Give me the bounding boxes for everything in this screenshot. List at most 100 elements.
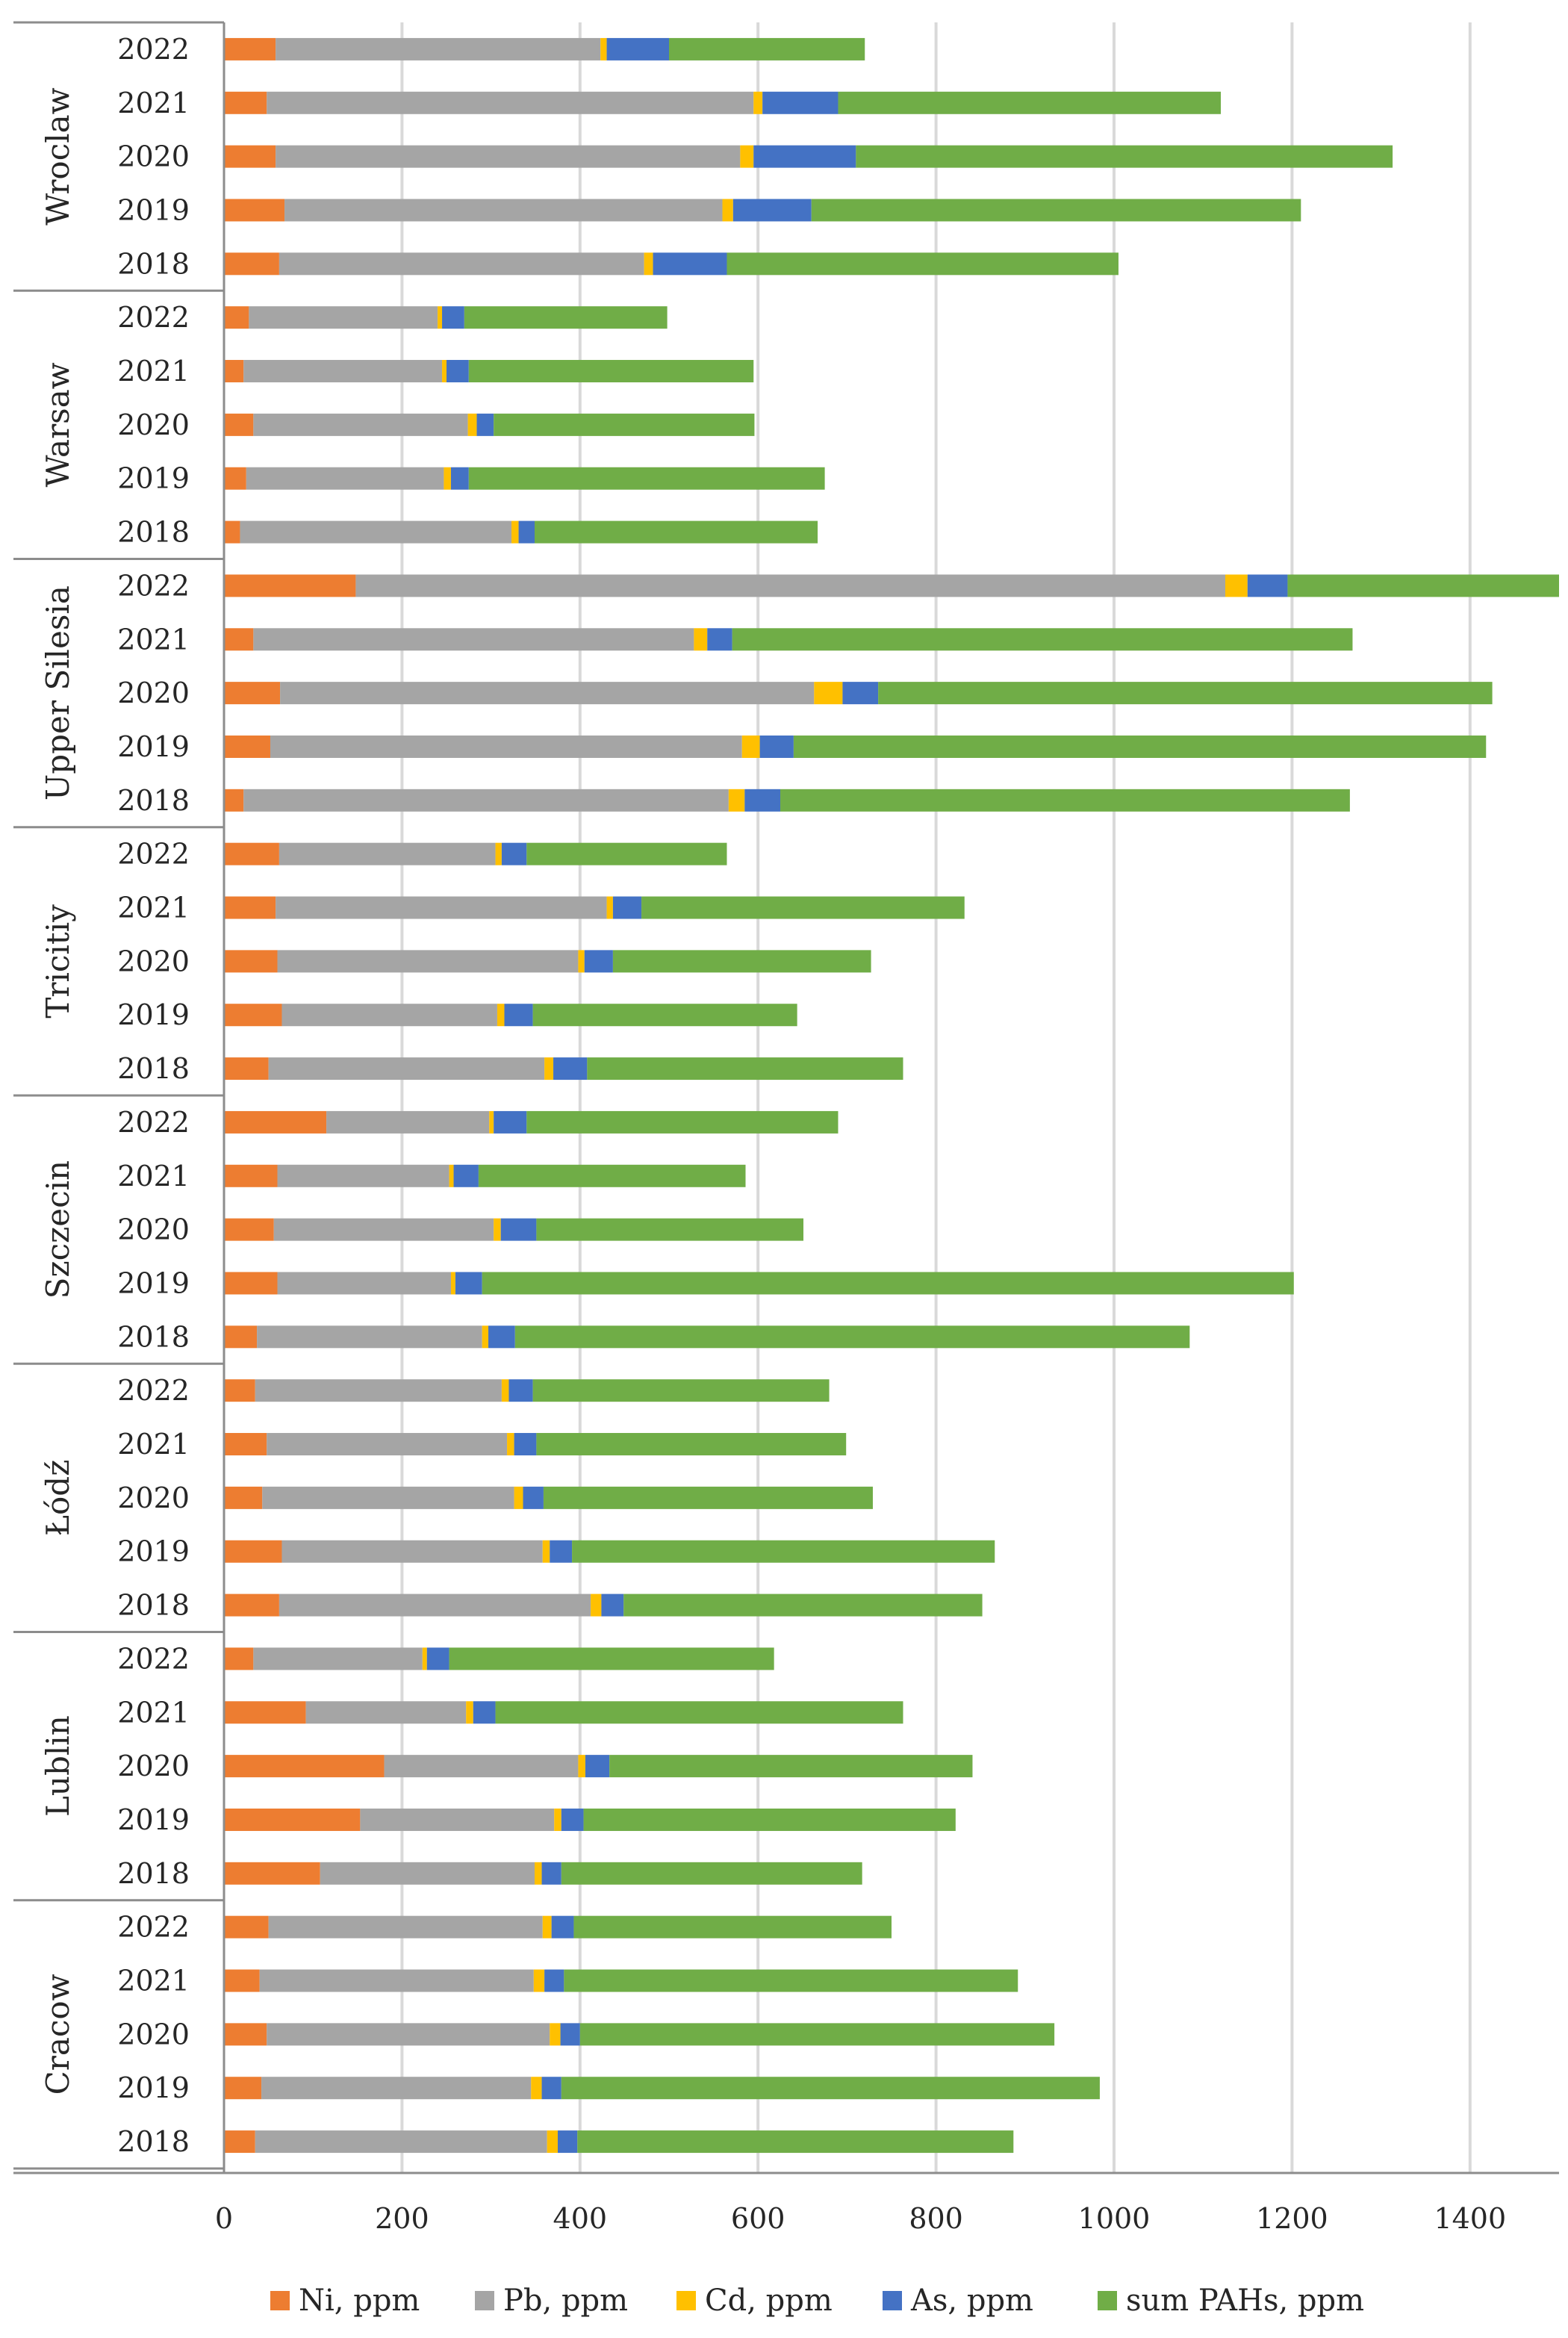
- bar-lublin-2019-seg4: [583, 1808, 956, 1831]
- bar-cracow-2022-seg3: [551, 1915, 574, 1939]
- bar-cracow-2021-seg1: [259, 1969, 534, 1992]
- bar-tricitiy-2018-seg1: [268, 1057, 545, 1081]
- bar-warsaw-2022-seg3: [442, 306, 464, 329]
- city-label: Szczecin: [40, 1160, 76, 1299]
- legend-label: Pb, ppm: [503, 2283, 628, 2318]
- year-label: 2020: [117, 945, 190, 977]
- bar-warsaw-2020-seg0: [224, 413, 254, 436]
- bar-lublin-2018-seg0: [224, 1862, 320, 1885]
- bar-wroclaw-2018-seg4: [727, 252, 1119, 276]
- bar-cracow-2018-seg0: [224, 2130, 255, 2154]
- bar-upper-silesia-2018-seg1: [243, 789, 729, 812]
- bar-warsaw-2018-seg4: [535, 520, 818, 544]
- bar-tricitiy-2020-seg2: [578, 950, 585, 973]
- year-label: 2020: [117, 408, 190, 441]
- bar-łódź-2019-seg0: [224, 1540, 282, 1563]
- x-tick-label: 0: [215, 2202, 233, 2235]
- city-label: Warsaw: [40, 362, 76, 487]
- bar-szczecin-2022-seg1: [326, 1110, 490, 1134]
- bar-tricitiy-2021-seg1: [276, 896, 607, 919]
- year-label: 2021: [117, 892, 190, 924]
- x-tick-label: 600: [731, 2202, 785, 2235]
- bar-szczecin-2021-seg1: [277, 1164, 449, 1187]
- bar-warsaw-2019-seg2: [444, 467, 451, 490]
- bar-lublin-2021-seg2: [466, 1701, 473, 1724]
- bar-wroclaw-2019-seg0: [224, 199, 285, 222]
- legend: Ni, ppm Pb, ppm Cd, ppm As, ppm sum PAHs, pp…: [270, 2283, 1364, 2318]
- bar-szczecin-2021-seg0: [224, 1164, 278, 1187]
- bar-upper-silesia-2021-seg2: [694, 628, 708, 651]
- bar-wroclaw-2018-seg2: [644, 252, 653, 276]
- bar-wroclaw-2022-seg0: [224, 37, 276, 60]
- year-label: 2019: [117, 730, 190, 763]
- bar-warsaw-2018-seg0: [224, 520, 240, 544]
- year-label: 2021: [117, 1160, 190, 1193]
- year-label: 2019: [117, 1266, 190, 1299]
- year-label: 2020: [117, 140, 190, 173]
- bar-tricitiy-2020-seg1: [277, 950, 579, 973]
- bar-lublin-2018-seg3: [541, 1862, 561, 1885]
- bar-szczecin-2021-seg2: [449, 1164, 454, 1187]
- bar-lublin-2019-seg0: [224, 1808, 361, 1831]
- bar-wroclaw-2021-seg0: [224, 91, 267, 114]
- bar-łódź-2021-seg2: [507, 1433, 514, 1456]
- bar-wroclaw-2021-seg2: [753, 91, 763, 114]
- bar-tricitiy-2020-seg3: [584, 950, 613, 973]
- bar-lublin-2022-seg2: [422, 1647, 427, 1670]
- year-label: 2019: [117, 998, 190, 1031]
- year-label: 2020: [117, 1482, 190, 1514]
- x-tick-label: 1400: [1434, 2202, 1506, 2235]
- bar-tricitiy-2022-seg4: [526, 842, 727, 865]
- city-label: Łódź: [40, 1460, 76, 1536]
- bar-warsaw-2020-seg1: [253, 413, 468, 436]
- year-label: 2020: [117, 1750, 190, 1782]
- bar-lublin-2018-seg2: [535, 1862, 542, 1885]
- bar-upper-silesia-2018-seg0: [224, 789, 244, 812]
- bar-cracow-2018-seg4: [577, 2130, 1014, 2154]
- year-label: 2018: [117, 247, 190, 280]
- year-label: 2018: [117, 784, 190, 817]
- bar-lublin-2019-seg2: [554, 1808, 561, 1831]
- year-label: 2021: [117, 1428, 190, 1461]
- year-label: 2022: [117, 1911, 190, 1944]
- bar-warsaw-2020-seg2: [467, 413, 477, 436]
- bar-cracow-2018-seg1: [255, 2130, 547, 2154]
- bar-łódź-2020-seg0: [224, 1486, 263, 1509]
- bar-łódź-2018-seg0: [224, 1594, 279, 1617]
- bar-cracow-2021-seg0: [224, 1969, 260, 1992]
- bar-upper-silesia-2022-seg4: [1287, 574, 1559, 597]
- bar-tricitiy-2021-seg3: [612, 896, 642, 919]
- bar-cracow-2022-seg4: [573, 1915, 892, 1939]
- legend-swatch: [475, 2291, 494, 2310]
- city-label: Upper Silesia: [40, 585, 76, 800]
- bar-szczecin-2018-seg3: [488, 1325, 515, 1349]
- bar-wroclaw-2020-seg3: [753, 145, 856, 168]
- city-label: Lublin: [40, 1715, 76, 1817]
- legend-label: Ni, ppm: [299, 2283, 420, 2318]
- bar-tricitiy-2022-seg0: [224, 842, 279, 865]
- legend-label: As, ppm: [910, 2283, 1033, 2318]
- bar-szczecin-2019-seg2: [450, 1272, 455, 1295]
- bar-łódź-2022-seg1: [255, 1379, 502, 1402]
- bar-łódź-2021-seg3: [514, 1433, 537, 1456]
- bar-tricitiy-2019-seg3: [504, 1004, 533, 1027]
- bar-upper-silesia-2019-seg3: [759, 735, 794, 758]
- bar-szczecin-2021-seg4: [478, 1164, 746, 1187]
- bar-szczecin-2022-seg4: [526, 1110, 839, 1134]
- bar-upper-silesia-2019-seg1: [270, 735, 742, 758]
- bar-wroclaw-2021-seg1: [267, 91, 754, 114]
- year-label: 2018: [117, 1052, 190, 1085]
- city-label: Tricitiy: [40, 904, 76, 1019]
- bar-cracow-2019-seg0: [224, 2077, 262, 2100]
- year-label: 2018: [117, 1320, 190, 1353]
- bar-tricitiy-2019-seg2: [497, 1004, 505, 1027]
- bar-tricitiy-2019-seg4: [532, 1004, 797, 1027]
- category-labels: 2022 2021 2020 2019 2018 Wroclaw 2022 2021 2020 2…: [40, 33, 190, 2158]
- bar-łódź-2020-seg2: [514, 1486, 523, 1509]
- bar-warsaw-2022-seg4: [464, 306, 668, 329]
- year-label: 2022: [117, 1106, 190, 1139]
- bar-szczecin-2019-seg4: [482, 1272, 1294, 1295]
- year-label: 2021: [117, 87, 190, 119]
- bar-wroclaw-2019-seg3: [732, 199, 812, 222]
